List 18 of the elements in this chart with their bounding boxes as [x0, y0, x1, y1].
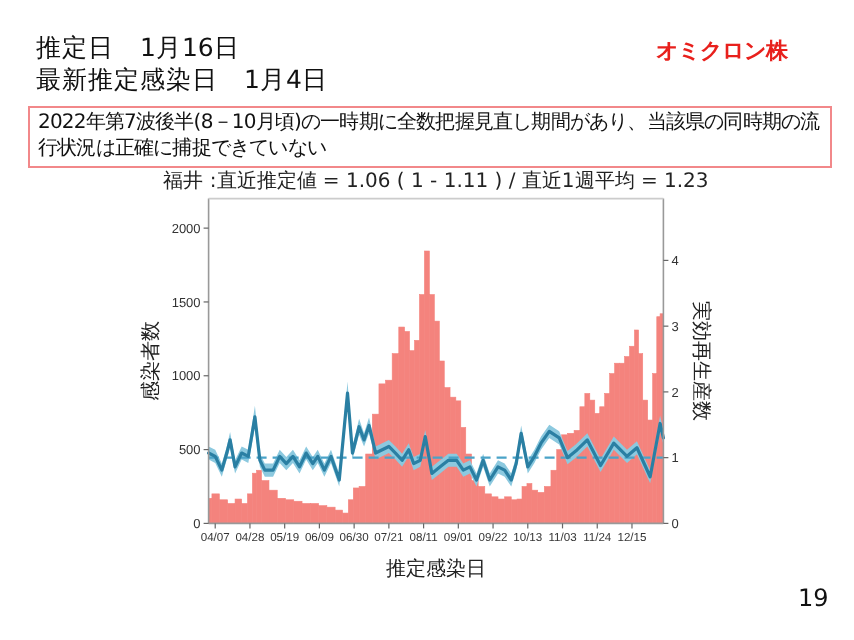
bar [293, 500, 303, 524]
chart-title: 福井 :直近推定値 = 1.06 ( 1 - 1.11 ) / 直近1週平均 = 1.23 [163, 168, 709, 193]
bar [301, 503, 311, 524]
y-axis-title: 感染者数 [138, 321, 163, 401]
x-axis-title: 推定感染日 [386, 557, 486, 582]
text: 最新推定感染日 1月4日 [36, 64, 328, 98]
bar [219, 499, 228, 524]
bar [318, 505, 328, 524]
text: 2022年第7波後半(8－10月頃)の一時期に全数把握見直し期間があり、当該県の同時期の流行状況は正確に捕捉できていない [28, 106, 832, 168]
bar [531, 489, 539, 524]
text: 19 [798, 584, 829, 612]
text: オミクロン株 [656, 36, 788, 66]
bar [334, 509, 343, 524]
y2-axis-title: 実効再生産数 [689, 301, 714, 421]
text: 推定日 1月16日 [36, 32, 240, 66]
bar [285, 499, 295, 524]
bar [211, 493, 220, 524]
bar [484, 493, 492, 524]
